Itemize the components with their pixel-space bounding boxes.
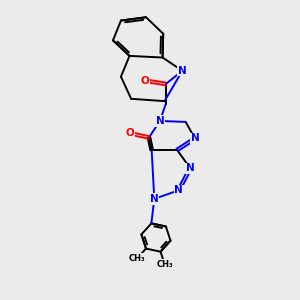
Text: N: N <box>150 194 159 204</box>
Text: CH₃: CH₃ <box>156 260 173 269</box>
Text: CH₃: CH₃ <box>129 254 146 263</box>
Text: N: N <box>178 66 187 76</box>
Text: O: O <box>126 128 135 139</box>
Text: N: N <box>186 163 195 173</box>
Text: N: N <box>190 134 199 143</box>
Text: N: N <box>174 185 183 195</box>
Text: N: N <box>155 116 164 126</box>
Text: O: O <box>141 76 149 85</box>
